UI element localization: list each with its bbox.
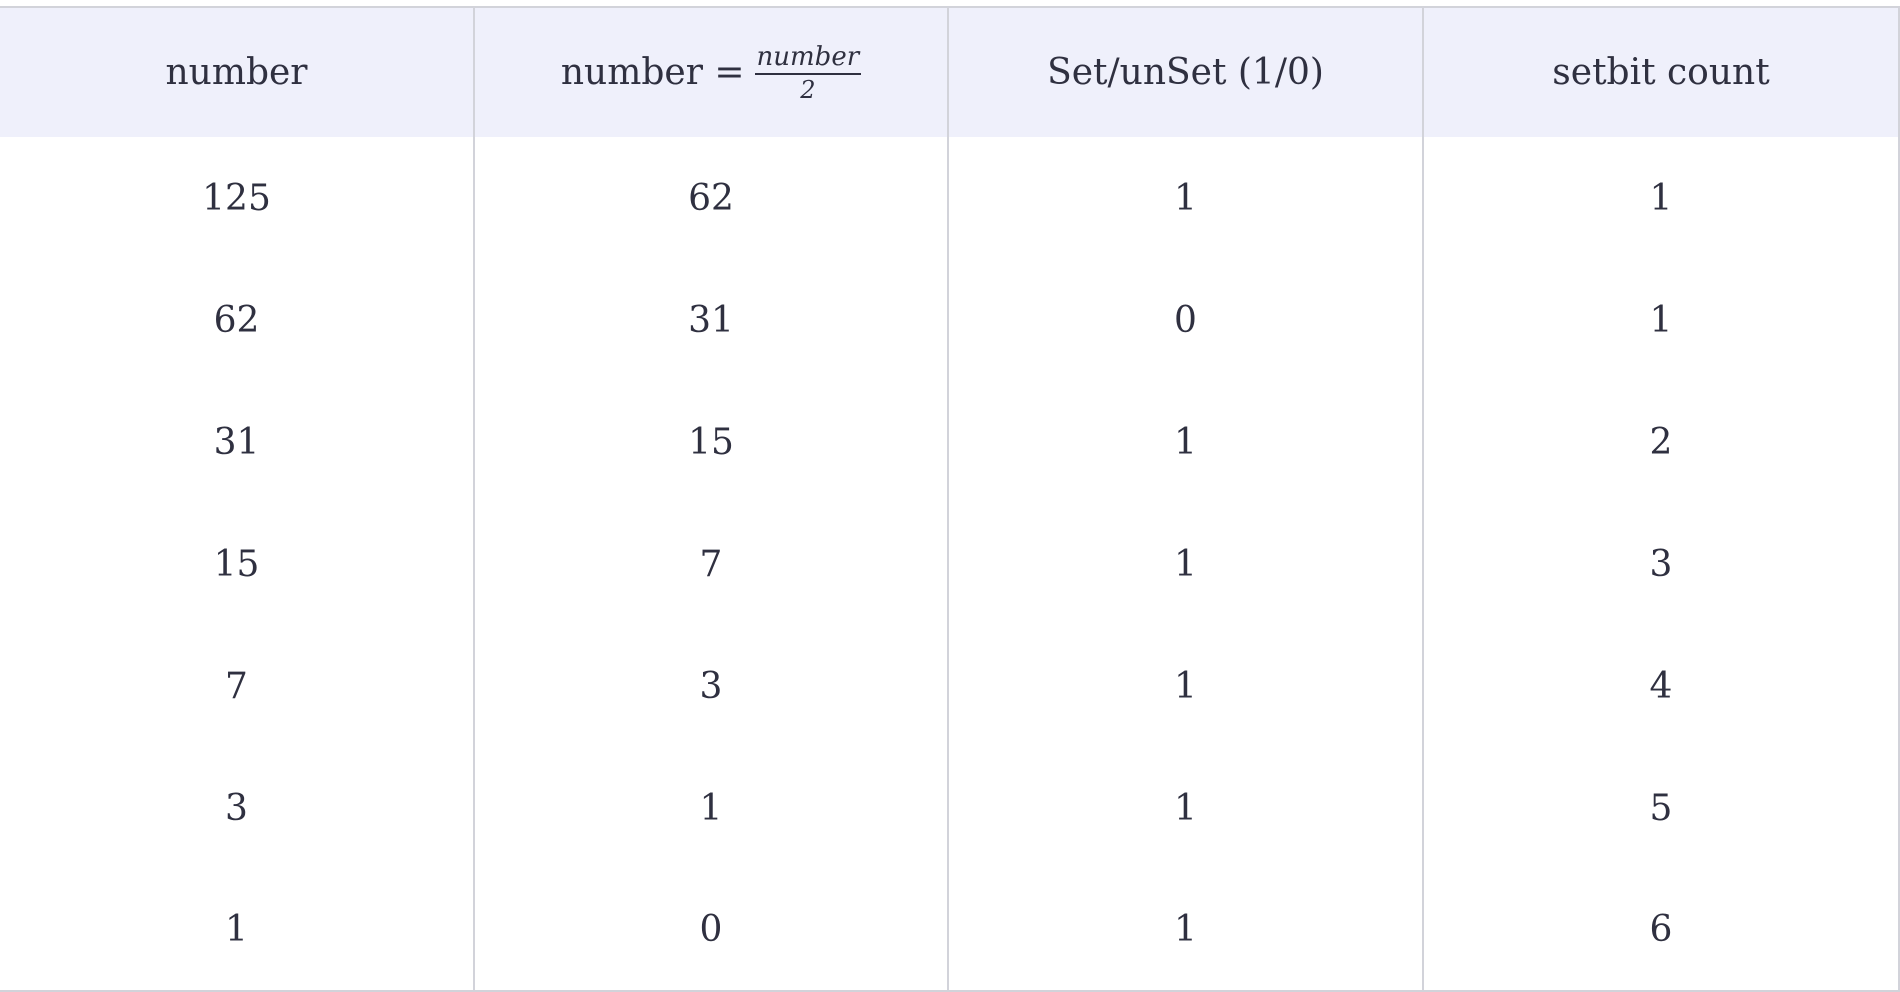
- table-row: 31 15 1 2: [0, 381, 1900, 503]
- cell-half: 7: [473, 503, 949, 625]
- cell-number: 125: [0, 137, 475, 259]
- cell-half: 0: [473, 869, 949, 992]
- cell-set-bit: 0: [947, 259, 1424, 381]
- cell-set-bit: 1: [947, 625, 1424, 747]
- cell-count: 1: [1422, 259, 1900, 381]
- fraction: number 2: [754, 44, 862, 104]
- table-row: 3 1 1 5: [0, 747, 1900, 869]
- header-number-half: number = number 2: [473, 6, 949, 137]
- cell-count: 2: [1422, 381, 1900, 503]
- table-row: 125 62 1 1: [0, 137, 1900, 259]
- header-set-unset: Set/unSet (1/0): [947, 6, 1424, 137]
- table-row: 1 0 1 6: [0, 869, 1900, 992]
- cell-half: 62: [473, 137, 949, 259]
- table-row: 62 31 0 1: [0, 259, 1900, 381]
- cell-set-bit: 1: [947, 381, 1424, 503]
- setbit-table-container: number number = number 2 Set/unSet (1/0)…: [0, 6, 1900, 992]
- cell-number: 62: [0, 259, 475, 381]
- fraction-numerator: number: [754, 44, 862, 75]
- cell-half: 31: [473, 259, 949, 381]
- cell-count: 4: [1422, 625, 1900, 747]
- cell-count: 1: [1422, 137, 1900, 259]
- cell-set-bit: 1: [947, 747, 1424, 869]
- header-setbit-count: setbit count: [1422, 6, 1900, 137]
- fraction-denominator: 2: [800, 75, 816, 104]
- cell-count: 6: [1422, 869, 1900, 992]
- cell-half: 15: [473, 381, 949, 503]
- cell-half: 3: [473, 625, 949, 747]
- cell-half: 1: [473, 747, 949, 869]
- cell-count: 5: [1422, 747, 1900, 869]
- header-number-half-prefix: number =: [560, 52, 745, 93]
- cell-number: 15: [0, 503, 475, 625]
- cell-count: 3: [1422, 503, 1900, 625]
- cell-number: 7: [0, 625, 475, 747]
- table-header-row: number number = number 2 Set/unSet (1/0)…: [0, 6, 1900, 137]
- cell-set-bit: 1: [947, 503, 1424, 625]
- cell-number: 1: [0, 869, 475, 992]
- cell-number: 3: [0, 747, 475, 869]
- table-row: 15 7 1 3: [0, 503, 1900, 625]
- cell-number: 31: [0, 381, 475, 503]
- header-number: number: [0, 6, 475, 137]
- setbit-table: number number = number 2 Set/unSet (1/0)…: [0, 6, 1900, 992]
- cell-set-bit: 1: [947, 869, 1424, 992]
- cell-set-bit: 1: [947, 137, 1424, 259]
- table-row: 7 3 1 4: [0, 625, 1900, 747]
